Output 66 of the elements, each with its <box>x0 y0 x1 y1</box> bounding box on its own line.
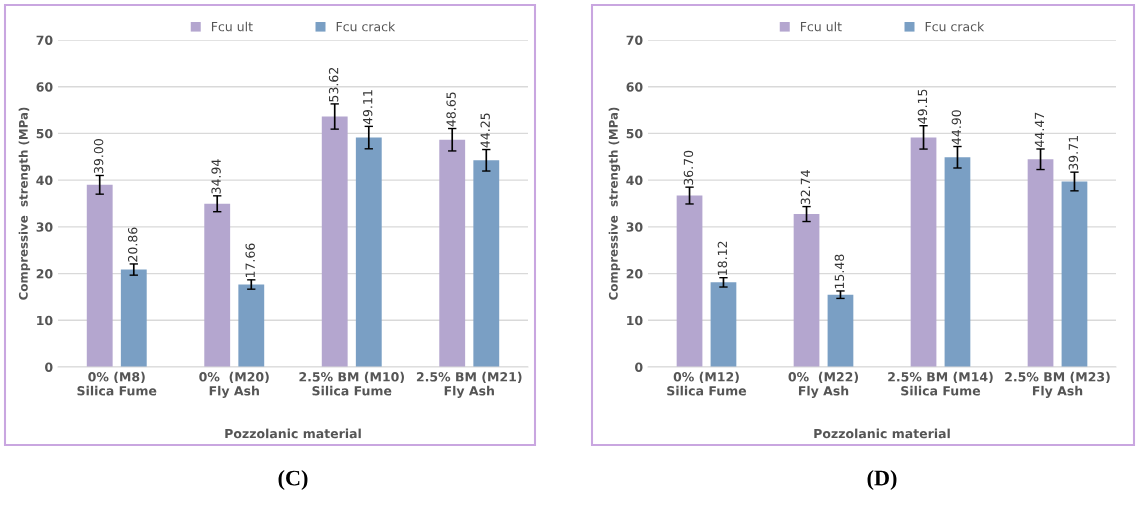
y-axis-title: Compressive strength (MPa) <box>608 107 621 300</box>
y-tick-label: 60 <box>626 82 643 92</box>
data-label: 39.00 <box>93 139 104 174</box>
x-tick-label: 0% (M12) Silica Fume <box>667 371 747 396</box>
bar <box>793 214 820 367</box>
x-axis-title: Pozzolanic material <box>814 428 950 439</box>
y-tick-label: 30 <box>36 222 53 232</box>
bar <box>238 284 265 367</box>
bar <box>120 269 147 367</box>
data-label: 15.48 <box>834 254 845 289</box>
y-tick-label: 0 <box>45 362 53 372</box>
bar <box>944 157 971 367</box>
data-label: 53.62 <box>328 67 339 102</box>
data-label: 49.11 <box>362 90 373 125</box>
x-tick-label: 2.5% BM (M23) Fly Ash <box>1005 371 1110 399</box>
data-label: 32.74 <box>800 170 811 205</box>
y-tick-label: 70 <box>626 35 643 45</box>
data-label: 20.86 <box>127 227 138 262</box>
bar <box>1027 159 1054 367</box>
y-tick-label: 30 <box>626 222 643 232</box>
bar <box>321 116 348 367</box>
data-label: 48.65 <box>446 92 456 127</box>
y-tick-label: 40 <box>626 175 643 186</box>
data-label: 49.15 <box>917 89 928 124</box>
legend-label: Fcu crack <box>336 21 396 32</box>
bar <box>204 203 231 367</box>
data-label: 44.90 <box>951 110 962 145</box>
y-tick-label: 50 <box>36 128 53 139</box>
y-tick-label: 50 <box>626 128 643 139</box>
data-label: 18.12 <box>717 241 728 275</box>
legend-label: Fcu crack <box>925 21 985 32</box>
bar <box>676 195 703 367</box>
x-tick-label: 2.5% BM (M21) Fly Ash <box>416 371 522 399</box>
bar <box>827 294 854 367</box>
data-label: 44.25 <box>480 113 490 148</box>
x-tick-label: 0% (M20) Fly Ash <box>199 371 269 399</box>
bar <box>910 137 937 367</box>
x-tick-label: 2.5% BM (M14) Silica Fume <box>888 371 993 396</box>
y-tick-label: 20 <box>36 269 53 279</box>
text: (D) <box>867 469 897 491</box>
data-label: 17.66 <box>245 243 255 278</box>
x-tick-label: 2.5% BM (M10) Silica Fume <box>299 371 404 396</box>
text: (C) <box>278 469 308 491</box>
y-axis-title: Compressive strength (MPa) <box>18 107 31 300</box>
x-tick-label: 0% (M8) Silica Fume <box>77 371 157 396</box>
y-tick-label: 40 <box>36 175 53 186</box>
bar <box>86 184 113 367</box>
data-label: 36.70 <box>683 150 694 185</box>
bar <box>473 160 500 367</box>
data-label: 44.47 <box>1034 112 1044 147</box>
data-label: 39.71 <box>1068 136 1079 170</box>
bar <box>439 139 466 367</box>
y-tick-label: 10 <box>627 315 643 326</box>
y-tick-label: 60 <box>36 82 53 92</box>
y-tick-label: 10 <box>37 315 53 326</box>
bar <box>355 137 382 367</box>
x-axis-title: Pozzolanic material <box>225 428 361 439</box>
y-tick-label: 20 <box>626 269 643 279</box>
legend-label: Fcu ult <box>211 21 253 32</box>
y-tick-label: 0 <box>635 362 643 372</box>
legend-label: Fcu ult <box>800 21 842 32</box>
x-tick-label: 0% (M22) Fly Ash <box>788 371 859 399</box>
y-tick-label: 70 <box>36 35 53 45</box>
bar <box>1061 181 1088 367</box>
bar <box>710 282 737 367</box>
data-label: 34.94 <box>211 159 221 194</box>
